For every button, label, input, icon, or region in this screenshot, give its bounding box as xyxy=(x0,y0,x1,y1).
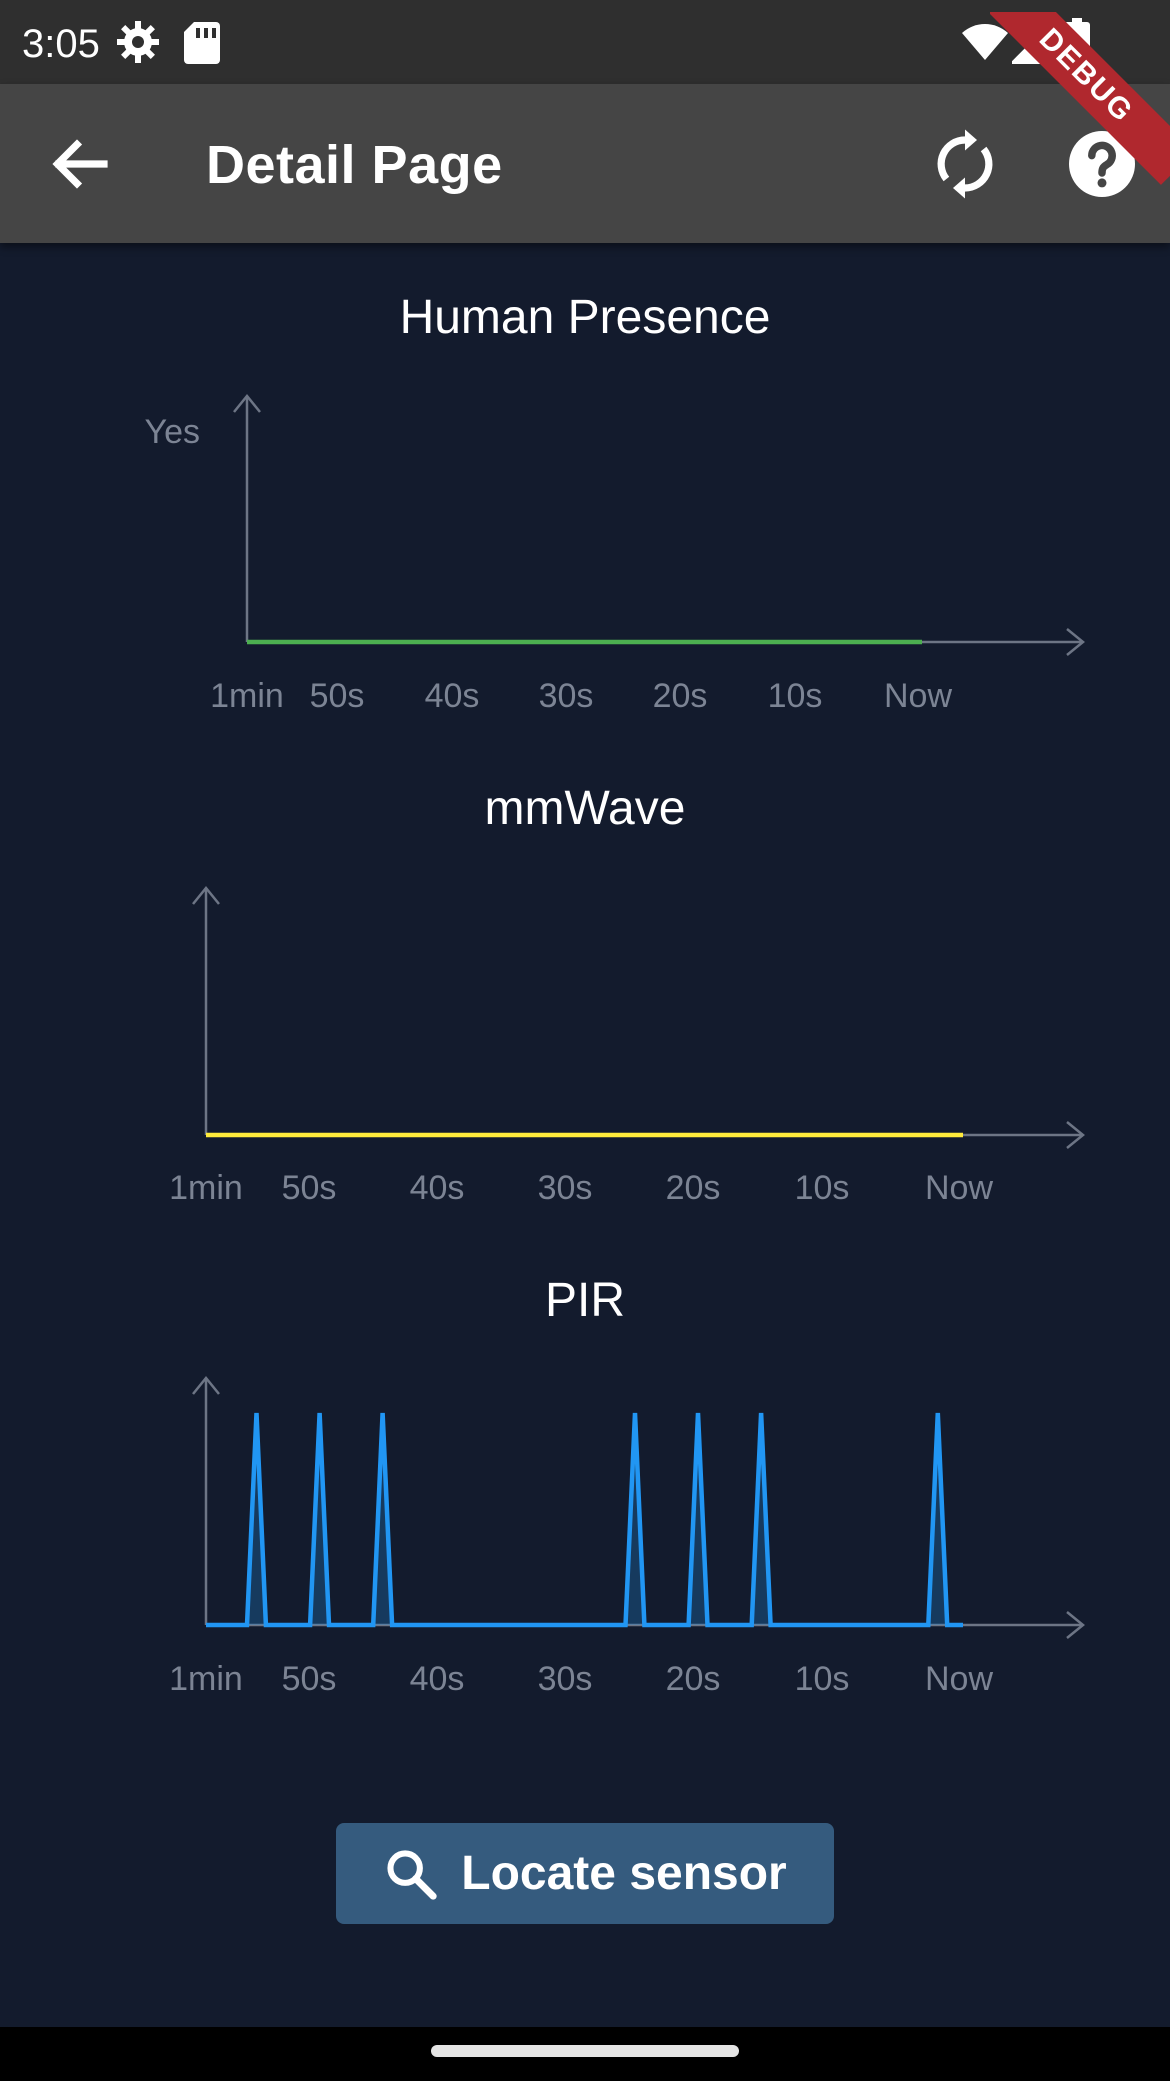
home-handle[interactable] xyxy=(431,2045,739,2057)
y-label-yes: Yes xyxy=(145,413,200,451)
x-tick-label: 50s xyxy=(282,1169,337,1207)
status-time: 3:05 xyxy=(22,22,100,66)
x-tick-label: 10s xyxy=(795,1660,850,1698)
arrow-back-icon[interactable] xyxy=(44,128,116,200)
refresh-icon[interactable] xyxy=(929,128,1001,200)
x-tick-label: 40s xyxy=(425,677,480,715)
x-tick-label: Now xyxy=(925,1169,993,1207)
x-tick-label: 30s xyxy=(538,1660,593,1698)
series-pir xyxy=(206,1412,963,1628)
x-tick-label: Now xyxy=(925,1660,993,1698)
x-tick-label: 30s xyxy=(539,677,594,715)
wifi-icon xyxy=(962,24,1008,60)
x-tick-label: 1min xyxy=(210,677,284,715)
app-bar: Detail Page xyxy=(0,84,1170,243)
x-tick-label: 1min xyxy=(169,1169,243,1207)
chart-title-mmwave: mmWave xyxy=(484,782,686,835)
sd-card-icon xyxy=(184,22,220,64)
x-tick-label: 30s xyxy=(538,1169,593,1207)
x-ticks: 1min 50s 40s 30s 20s 10s Now xyxy=(169,1660,993,1698)
y-axis xyxy=(192,886,220,1135)
search-icon xyxy=(387,1849,437,1900)
page-title: Detail Page xyxy=(206,135,503,195)
chart-title-human-presence: Human Presence xyxy=(399,291,771,344)
x-tick-label: 40s xyxy=(410,1169,465,1207)
x-ticks: 1min 50s 40s 30s 20s 10s Now xyxy=(210,677,952,715)
locate-sensor-button[interactable]: Locate sensor xyxy=(336,1823,834,1924)
x-tick-label: 20s xyxy=(653,677,708,715)
x-tick-label: 50s xyxy=(282,1660,337,1698)
battery-icon xyxy=(1064,18,1090,66)
human-presence-chart: Yes 1min 50s 40s 30s 20s 10s Now xyxy=(145,394,1085,715)
signal-icon xyxy=(1012,18,1056,64)
x-tick-label: Now xyxy=(884,677,952,715)
y-axis xyxy=(233,394,261,642)
y-axis xyxy=(192,1376,220,1625)
mmwave-chart: 1min 50s 40s 30s 20s 10s Now xyxy=(169,886,1085,1207)
navigation-bar xyxy=(0,2027,1170,2081)
x-tick-label: 1min xyxy=(169,1660,243,1698)
x-tick-label: 40s xyxy=(410,1660,465,1698)
x-tick-label: 20s xyxy=(666,1169,721,1207)
x-tick-label: 20s xyxy=(666,1660,721,1698)
x-tick-label: 10s xyxy=(768,677,823,715)
status-bar: 3:05 xyxy=(0,0,1170,84)
x-tick-label: 50s xyxy=(310,677,365,715)
settings-icon xyxy=(117,21,159,63)
chart-title-pir: PIR xyxy=(544,1274,625,1327)
locate-sensor-label: Locate sensor xyxy=(461,1847,787,1900)
x-tick-label: 10s xyxy=(795,1169,850,1207)
help-icon[interactable] xyxy=(1066,128,1138,200)
x-ticks: 1min 50s 40s 30s 20s 10s Now xyxy=(169,1169,993,1207)
pir-chart: 1min 50s 40s 30s 20s 10s Now xyxy=(169,1376,1085,1698)
series-line xyxy=(206,1412,963,1628)
